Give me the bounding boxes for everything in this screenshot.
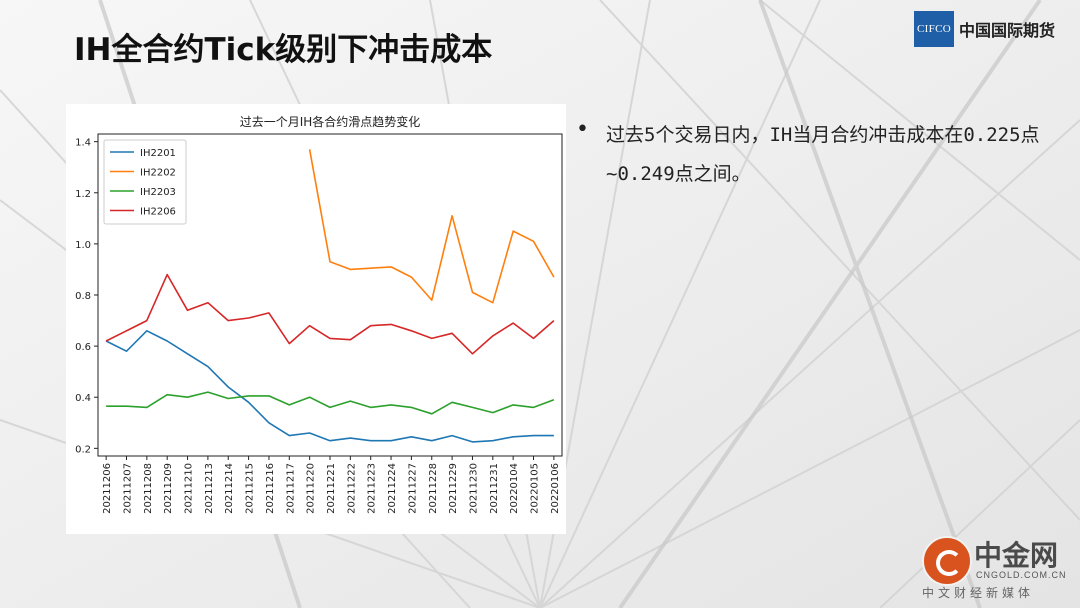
x-tick-label: 20211223: [367, 463, 378, 514]
x-tick-label: 20211222: [346, 463, 357, 514]
x-tick-label: 20211215: [245, 463, 256, 514]
watermark-title: 中金网: [974, 539, 1059, 572]
bullet-text: 过去5个交易日内，IH当月合约冲击成本在0.225点~0.249点之间。: [606, 124, 1040, 185]
y-tick-label: 0.6: [75, 342, 91, 353]
chart-title: 过去一个月IH各合约滑点趋势变化: [240, 114, 421, 129]
y-tick-label: 0.8: [75, 291, 91, 302]
x-tick-label: 20211216: [265, 463, 276, 514]
cifco-logo-mark: CIFCO: [914, 11, 954, 47]
x-tick-label: 20211228: [428, 463, 439, 514]
legend-box: [103, 139, 187, 225]
cngold-watermark: 中金网 CNGOLD.COM.CN 中文财经新媒体: [922, 532, 1072, 602]
x-tick-label: 20220106: [550, 463, 561, 514]
x-tick-label: 20211220: [306, 463, 317, 514]
x-tick-label: 20211206: [102, 463, 113, 514]
x-tick-label: 20211221: [326, 463, 337, 514]
series-line-ih2201: [105, 330, 554, 443]
cngold-logo-icon: [922, 536, 972, 586]
slippage-line-chart: 过去一个月IH各合约滑点趋势变化 0.2 0.4 0.6 0.8 1.0 1.2 1.4 202…: [75, 114, 563, 514]
x-tick-label: 20211230: [468, 463, 479, 514]
series-line-ih2206: [105, 273, 555, 355]
cifco-logo-name: 中国国际期货: [959, 21, 1056, 40]
x-tick-label: 20211210: [184, 463, 195, 514]
legend-label-ih2202: IH2202: [140, 168, 176, 179]
x-tick-label: 20211213: [204, 463, 215, 514]
x-tick-label: 20211231: [489, 463, 500, 514]
watermark-subtitle: 中文财经新媒体: [922, 586, 1035, 600]
x-tick-label: 20211229: [448, 463, 459, 514]
cifco-logo: CIFCO 中国国际期货: [914, 10, 1055, 48]
x-tick-label: 20220105: [530, 463, 541, 514]
y-tick-label: 1.2: [75, 189, 91, 200]
watermark-domain: CNGOLD.COM.CN: [976, 570, 1067, 580]
slide-title: IH全合约Tick级别下冲击成本: [74, 32, 493, 68]
series-line-ih2203: [106, 391, 555, 415]
x-tick-label: 20211224: [387, 463, 398, 514]
legend-label-ih2206: IH2206: [140, 207, 176, 218]
y-tick-label: 1.4: [75, 138, 91, 149]
series-line-ih2202: [308, 149, 555, 304]
legend-label-ih2201: IH2201: [140, 148, 176, 159]
y-tick-label: 1.0: [75, 240, 91, 251]
y-tick-label: 0.4: [75, 393, 91, 404]
chart-panel: 过去一个月IH各合约滑点趋势变化 0.2 0.4 0.6 0.8 1.0 1.2 1.4 202…: [66, 104, 566, 534]
legend-label-ih2203: IH2203: [140, 187, 176, 198]
x-tick-label: 20211217: [285, 463, 296, 514]
x-tick-label: 20211207: [122, 463, 133, 514]
y-tick-label: 0.2: [75, 444, 91, 455]
x-tick-label: 20211208: [143, 463, 154, 514]
x-tick-label: 20211209: [163, 463, 174, 514]
x-tick-label: 20211214: [224, 463, 235, 514]
bullet-icon: •: [576, 117, 589, 142]
x-tick-label: 20220104: [509, 463, 520, 514]
bullet-point: • 过去5个交易日内，IH当月合约冲击成本在0.225点~0.249点之间。: [576, 116, 1046, 194]
x-tick-label: 20211227: [407, 463, 418, 514]
